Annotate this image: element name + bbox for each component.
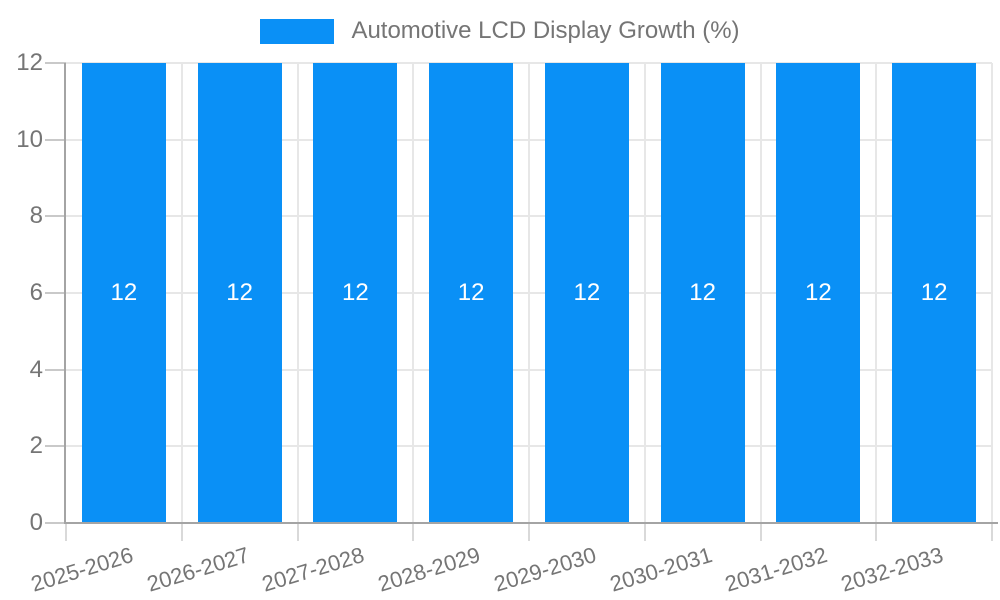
y-axis-tick (45, 62, 66, 64)
y-tick-label: 8 (29, 202, 43, 230)
gridline-vertical (528, 63, 530, 523)
y-axis-line (64, 63, 66, 524)
y-axis-tick (45, 215, 66, 218)
bar-value-label: 12 (226, 279, 253, 306)
y-tick-label: 12 (16, 49, 43, 76)
y-tick-label: 2 (29, 432, 43, 460)
bar[interactable]: 12 (892, 63, 977, 523)
bar[interactable]: 12 (313, 63, 398, 523)
bar[interactable]: 12 (429, 63, 514, 523)
gridline-vertical (296, 63, 299, 523)
y-axis-tick (45, 368, 66, 371)
y-tick-label: 6 (29, 279, 43, 306)
bar-value-label: 12 (457, 279, 485, 306)
x-axis-tick (528, 524, 530, 541)
x-axis-tick (65, 524, 67, 541)
gridline-vertical (759, 63, 762, 523)
x-axis-tick (991, 524, 993, 541)
gridline-vertical (180, 63, 183, 523)
y-axis-tick (45, 292, 66, 294)
gridline-vertical (643, 63, 646, 523)
bar-value-label: 12 (805, 279, 832, 306)
gridline-vertical (875, 63, 878, 523)
x-axis-tick (180, 524, 183, 541)
bar[interactable]: 12 (81, 63, 166, 523)
x-axis-tick (759, 524, 762, 541)
bar-value-label: 12 (689, 279, 716, 306)
bar-value-label: 12 (342, 279, 369, 306)
y-axis-tick (45, 445, 66, 448)
legend-swatch (260, 18, 335, 44)
y-tick-label: 10 (16, 125, 43, 153)
gridline-vertical (991, 63, 993, 523)
bar-value-label: 12 (110, 279, 138, 306)
y-axis-tick (45, 522, 66, 524)
bar[interactable]: 12 (776, 63, 861, 523)
bar-value-label: 12 (920, 279, 948, 306)
x-axis-tick (412, 524, 415, 541)
bar[interactable]: 12 (197, 63, 282, 523)
gridline-vertical (412, 63, 415, 523)
x-axis-tick (296, 524, 299, 541)
legend-item[interactable]: Automotive LCD Display Growth (%) (0, 15, 1000, 47)
bar-value-label: 12 (573, 279, 601, 306)
y-tick-label: 0 (29, 509, 43, 536)
bar[interactable]: 12 (660, 63, 745, 523)
y-tick-label: 4 (29, 355, 43, 383)
bar[interactable]: 12 (544, 63, 629, 523)
legend-label: Automotive LCD Display Growth (%) (351, 17, 740, 44)
x-axis-tick (643, 524, 646, 541)
x-axis-line (64, 522, 998, 524)
y-axis-tick (45, 138, 66, 141)
x-axis-tick (875, 524, 878, 541)
